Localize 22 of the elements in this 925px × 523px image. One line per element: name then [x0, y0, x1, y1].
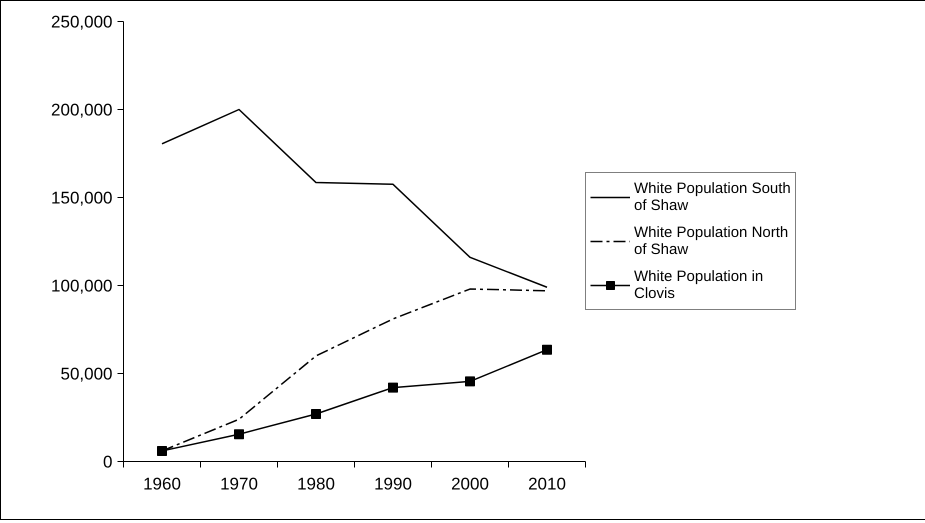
y-tick-label: 50,000 [60, 364, 113, 384]
x-tick-label: 2000 [451, 474, 489, 494]
legend-label: White Population North of Shaw [634, 223, 788, 260]
y-tick-label: 200,000 [51, 100, 112, 120]
y-tick-label: 100,000 [51, 276, 112, 296]
x-tick-label: 1980 [297, 474, 335, 494]
x-tick-label: 1960 [143, 474, 181, 494]
x-tick-label: 1990 [374, 474, 412, 494]
y-tick-label: 0 [103, 452, 113, 472]
point [388, 382, 398, 393]
point [465, 376, 475, 386]
line-series [161, 108, 548, 288]
point [157, 446, 167, 456]
point [542, 344, 552, 355]
legend-label: White Population in Clovis [634, 267, 764, 304]
y-tick-label: 150,000 [51, 188, 112, 208]
point [234, 429, 244, 440]
x-tick-label: 2010 [528, 474, 566, 494]
point [311, 408, 321, 419]
legend-label: White Population South of Shaw [634, 179, 791, 216]
x-tick-label: 1970 [220, 474, 258, 494]
y-tick-label: 250,000 [51, 12, 112, 32]
